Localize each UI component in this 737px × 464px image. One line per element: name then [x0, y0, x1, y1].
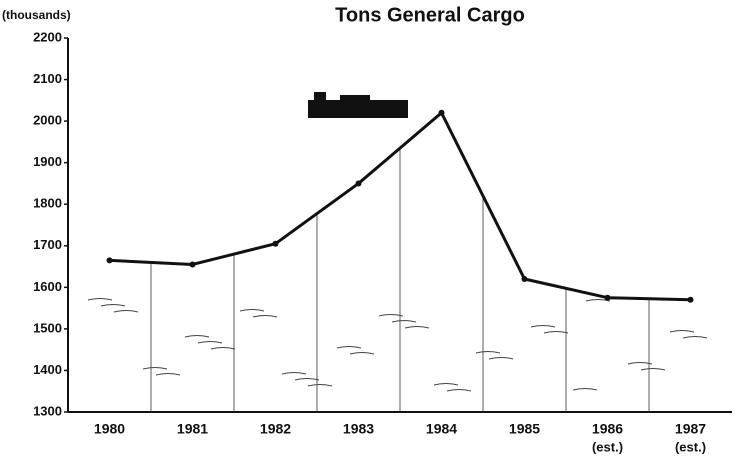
water-stroke: [572, 388, 598, 391]
x-tick-note: (est.): [675, 439, 706, 454]
water-stroke: [252, 315, 278, 318]
x-tick-note: (est.): [592, 439, 623, 454]
y-tick-label: 1700: [33, 237, 62, 252]
water-stroke: [391, 320, 417, 323]
x-tick-label: 1980: [94, 421, 125, 437]
water-stroke: [433, 383, 459, 386]
cargo-line: [109, 111, 691, 302]
wave-crest: [355, 180, 362, 187]
y-tick-label: 2000: [33, 113, 62, 128]
y-tick-label: 2200: [33, 29, 62, 44]
wave-crest: [438, 109, 445, 116]
x-tick-label: 1981: [177, 421, 208, 437]
wave-crest: [189, 261, 196, 268]
water-stroke: [294, 378, 320, 381]
chart-title: Tons General Cargo: [335, 4, 525, 26]
water-stroke: [349, 352, 375, 355]
water-stroke: [404, 326, 430, 329]
water-stroke: [281, 372, 307, 375]
x-tick-label: 1985: [509, 421, 540, 437]
wave-crest: [272, 240, 279, 247]
wave-crest: [521, 276, 528, 283]
water-stroke: [543, 331, 569, 334]
water-stroke: [336, 346, 362, 349]
y-tick-label: 1600: [33, 279, 62, 294]
water-stroke: [475, 351, 501, 354]
water-stroke: [307, 384, 333, 387]
water-stroke: [197, 341, 223, 344]
x-tick-label: 1982: [260, 421, 291, 437]
water-stroke: [239, 309, 265, 312]
water-stroke: [113, 310, 139, 313]
water-stroke: [142, 367, 168, 370]
water-stroke: [530, 325, 556, 328]
water-stroke: [669, 330, 695, 333]
water-stroke: [682, 336, 708, 339]
wave-crest: [687, 296, 694, 303]
x-tick-label: 1983: [343, 421, 374, 437]
water-stroke: [184, 335, 210, 338]
ship-illustration: [308, 92, 408, 118]
y-tick-label: 1300: [33, 403, 62, 418]
x-tick-label: 1987: [675, 421, 706, 437]
y-tick-label: 2100: [33, 71, 62, 86]
water-stroke: [488, 357, 514, 360]
y-tick-label: 1900: [33, 154, 62, 169]
water-stroke: [446, 389, 472, 392]
wave-crest: [604, 294, 611, 301]
y-tick-label: 1400: [33, 362, 62, 377]
y-axis-label: (thousands): [2, 8, 71, 22]
water-stroke: [640, 368, 666, 371]
x-tick-label: 1986: [592, 421, 623, 437]
water-stroke: [627, 362, 653, 365]
water-stroke: [210, 347, 236, 350]
x-tick-label: 1984: [426, 421, 457, 437]
water-stroke: [100, 304, 126, 307]
water-stroke: [378, 314, 404, 317]
water-stroke: [155, 373, 181, 376]
y-tick-label: 1800: [33, 196, 62, 211]
wave-crest: [106, 257, 113, 264]
water-stroke: [87, 298, 113, 301]
y-tick-label: 1500: [33, 320, 62, 335]
